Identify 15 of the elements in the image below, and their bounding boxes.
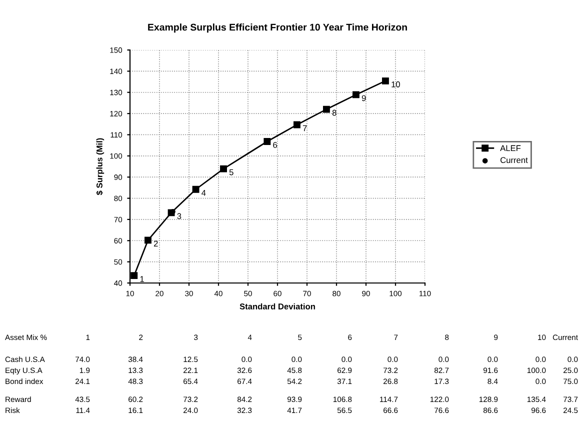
chart-title: Example Surplus Efficient Frontier 10 Year Time Horizon: [148, 24, 407, 33]
legend-label: Current: [500, 157, 528, 164]
annotation: 9: [362, 95, 366, 102]
y-axis-title: $ Surplus (Mil): [96, 138, 104, 196]
annotation: 2: [154, 240, 158, 247]
annotation: 3: [177, 213, 182, 220]
legend-label: ALEF: [500, 145, 521, 152]
annotation: 1: [140, 276, 144, 282]
annotation: 7: [302, 125, 307, 132]
annotation: 6: [273, 142, 277, 148]
x-axis-title: Standard Deviation: [240, 303, 315, 310]
annotation: 4: [202, 190, 206, 196]
annotation: 8: [332, 110, 336, 116]
annotation: 5: [229, 169, 234, 176]
annotation: 10: [392, 81, 400, 88]
